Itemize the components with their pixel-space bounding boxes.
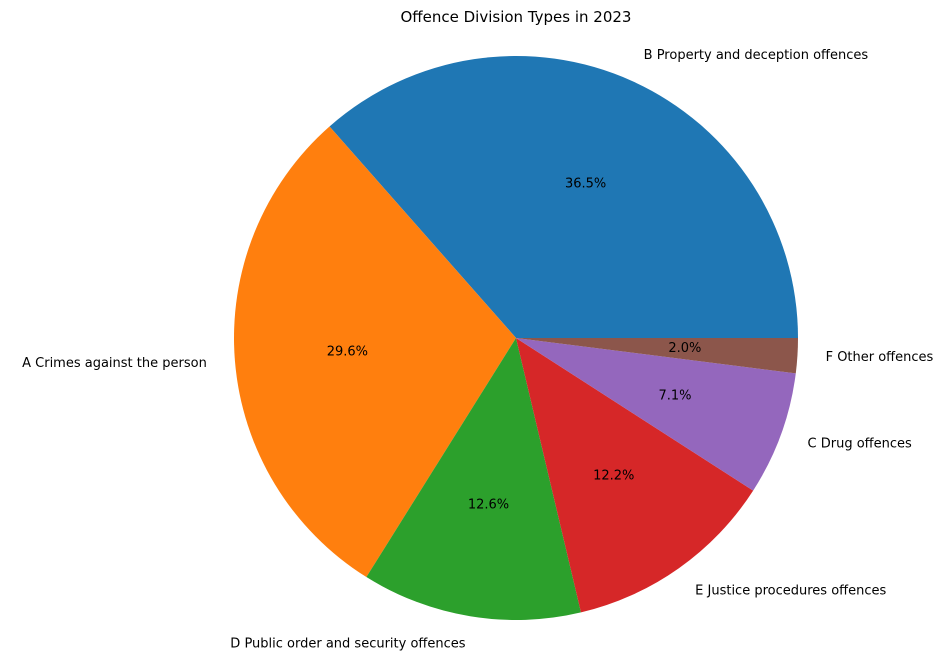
percent-label-e-justice-procedures-offences: 12.2% <box>593 469 634 484</box>
pie-slice-c-drug-offences <box>516 338 796 491</box>
percent-labels: 36.5% 29.6% 12.6% 12.2% 7.1% 2.0% <box>327 176 702 512</box>
pie-slice-f-other-offences <box>516 338 799 374</box>
pie-slice-b-property-and-deception-offences <box>329 55 798 339</box>
pie-slice-e-justice-procedures-offences <box>516 338 754 613</box>
percent-label-d-public-order-and-security-offences: 12.6% <box>468 497 509 512</box>
pie-slice-a-crimes-against-the-person <box>234 126 516 578</box>
slice-label-b-property-and-deception-offences: B Property and deception offences <box>644 48 869 63</box>
percent-label-b-property-and-deception-offences: 36.5% <box>565 176 606 191</box>
slice-label-f-other-offences: F Other offences <box>826 350 934 365</box>
slice-label-a-crimes-against-the-person: A Crimes against the person <box>22 356 207 371</box>
slice-labels: B Property and deception offences A Crime… <box>22 48 933 652</box>
chart-title: Offence Division Types in 2023 <box>401 8 632 26</box>
pie-slices <box>234 55 799 620</box>
slice-label-c-drug-offences: C Drug offences <box>808 436 912 451</box>
pie-slice-d-public-order-and-security-offences <box>366 338 581 620</box>
slice-label-e-justice-procedures-offences: E Justice procedures offences <box>695 584 886 599</box>
percent-label-f-other-offences: 2.0% <box>668 341 701 356</box>
percent-label-c-drug-offences: 7.1% <box>659 388 692 403</box>
slice-label-d-public-order-and-security-offences: D Public order and security offences <box>230 637 465 652</box>
percent-label-a-crimes-against-the-person: 29.6% <box>327 344 368 359</box>
